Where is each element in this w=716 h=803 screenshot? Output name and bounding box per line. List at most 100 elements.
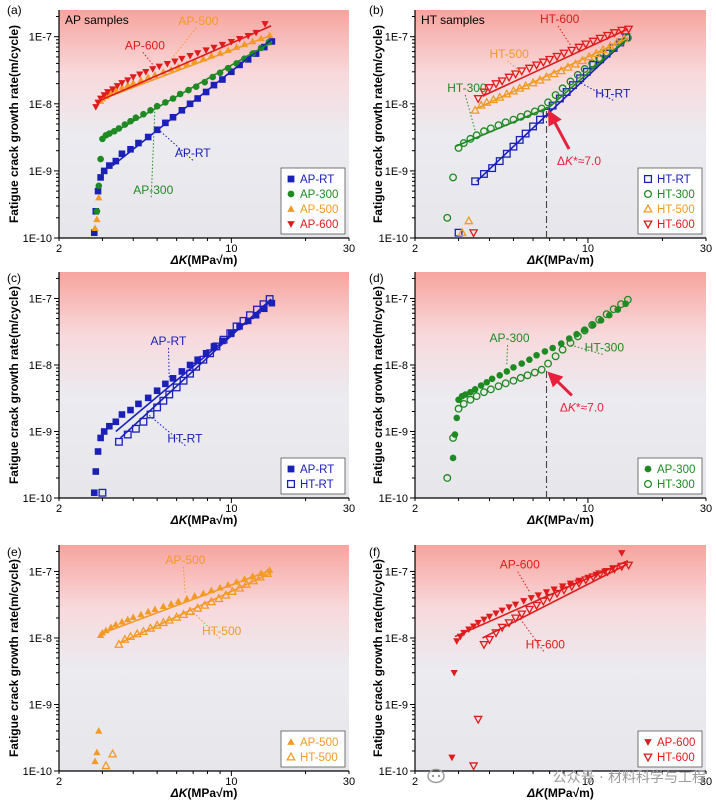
data-point xyxy=(90,489,98,497)
data-point xyxy=(618,550,626,557)
data-point xyxy=(124,81,132,88)
x-axis-label-unit: (MPa√m) xyxy=(544,513,594,527)
data-point xyxy=(496,371,504,379)
data-point xyxy=(163,60,171,68)
data-point xyxy=(480,388,488,397)
data-point xyxy=(492,610,500,618)
series-annotation: HT-300 xyxy=(447,81,487,95)
x-tick-label: 30 xyxy=(343,503,355,515)
data-point xyxy=(623,561,634,571)
chart-panel-f: (f)Fatigue crack growth rate(m/cycle) ΔK(… xyxy=(369,545,712,800)
data-point xyxy=(497,77,507,86)
data-point xyxy=(91,224,99,231)
legend-entry: AP-500 xyxy=(300,737,338,749)
data-point xyxy=(144,394,152,402)
y-tick-label: 1E-8 xyxy=(29,360,52,372)
data-point xyxy=(533,351,540,359)
data-point xyxy=(518,360,526,367)
y-axis-label: Fatigue crack growth rate(m/cycle) xyxy=(7,286,21,484)
data-point xyxy=(167,600,175,607)
data-point xyxy=(113,83,122,90)
data-point xyxy=(531,601,542,611)
data-point xyxy=(448,754,456,762)
series-annotation: AP-600 xyxy=(500,558,540,572)
data-point xyxy=(112,157,120,165)
y-tick-label: 1E-9 xyxy=(385,166,408,178)
label-leader xyxy=(557,25,571,46)
data-point xyxy=(179,376,188,385)
x-axis-label-symbol: ΔK xyxy=(170,513,189,527)
legend-entry: HT-500 xyxy=(300,752,338,764)
data-point xyxy=(191,57,199,65)
y-tick-label: 1E-9 xyxy=(29,166,52,178)
fit-line xyxy=(102,41,272,140)
data-point xyxy=(498,607,506,615)
data-point xyxy=(573,70,582,79)
fit-line xyxy=(476,37,629,110)
data-point xyxy=(602,568,613,577)
legend-entry: HT-300 xyxy=(657,189,695,201)
data-point xyxy=(479,640,489,650)
data-point xyxy=(454,404,463,413)
data-point xyxy=(480,170,488,178)
y-tick-label: 1E-10 xyxy=(23,233,52,245)
x-axis-label: ΔK(MPa√m) xyxy=(170,513,238,527)
data-point xyxy=(135,400,142,408)
data-point xyxy=(521,129,530,138)
fit-line xyxy=(454,106,550,148)
label-leader xyxy=(507,60,523,74)
panel-label: (b) xyxy=(369,3,384,17)
x-tick-label: 2 xyxy=(56,243,62,255)
label-leader xyxy=(150,106,156,198)
y-tick-label: 1E-10 xyxy=(379,233,408,245)
data-point xyxy=(219,76,226,83)
data-point xyxy=(537,365,546,374)
data-point xyxy=(530,368,539,377)
x-tick-label: 2 xyxy=(412,503,418,515)
data-point xyxy=(552,589,562,599)
data-point xyxy=(485,613,494,621)
data-point xyxy=(151,605,159,613)
series-annotation: HT-600 xyxy=(540,12,580,26)
data-point xyxy=(112,86,120,93)
data-point xyxy=(479,88,489,98)
series-annotation: HT-500 xyxy=(202,624,242,638)
data-point xyxy=(97,155,104,163)
data-point xyxy=(468,762,479,771)
data-point xyxy=(107,623,115,631)
y-tick-label: 1E-8 xyxy=(385,633,408,645)
data-point xyxy=(566,77,575,86)
y-tick-label: 1E-7 xyxy=(29,293,52,305)
data-point xyxy=(473,715,483,725)
data-point xyxy=(93,215,101,223)
data-point xyxy=(580,65,589,73)
series-annotation: HT-RT xyxy=(595,86,631,100)
data-point xyxy=(136,71,144,79)
data-point xyxy=(114,639,124,648)
data-point xyxy=(550,586,558,594)
data-point xyxy=(516,373,525,382)
data-point xyxy=(488,164,497,173)
data-point xyxy=(449,454,457,462)
legend-box xyxy=(280,730,346,768)
data-point xyxy=(91,757,99,765)
legend-entry: AP-600 xyxy=(300,219,338,231)
legend-marker xyxy=(643,753,653,763)
x-axis-label: ΔK(MPa√m) xyxy=(170,786,238,800)
data-point xyxy=(510,614,521,624)
data-point xyxy=(97,434,104,442)
x-axis-label: ΔK(MPa√m) xyxy=(526,513,594,527)
data-point xyxy=(549,344,556,352)
data-point xyxy=(557,340,565,347)
chart-panel-d: (d)Fatigue crack growth rate(m/cycle) ΔK(… xyxy=(369,271,712,527)
data-point xyxy=(112,620,120,628)
data-point xyxy=(472,392,481,401)
data-point xyxy=(558,84,567,93)
legend-entry: AP-500 xyxy=(300,204,338,216)
data-point xyxy=(480,616,488,624)
x-tick-label: 10 xyxy=(582,776,594,788)
legend-entry: HT-500 xyxy=(657,204,695,216)
data-point xyxy=(449,433,458,442)
data-point xyxy=(573,332,582,341)
x-axis-label: ΔK(MPa√m) xyxy=(170,253,238,267)
